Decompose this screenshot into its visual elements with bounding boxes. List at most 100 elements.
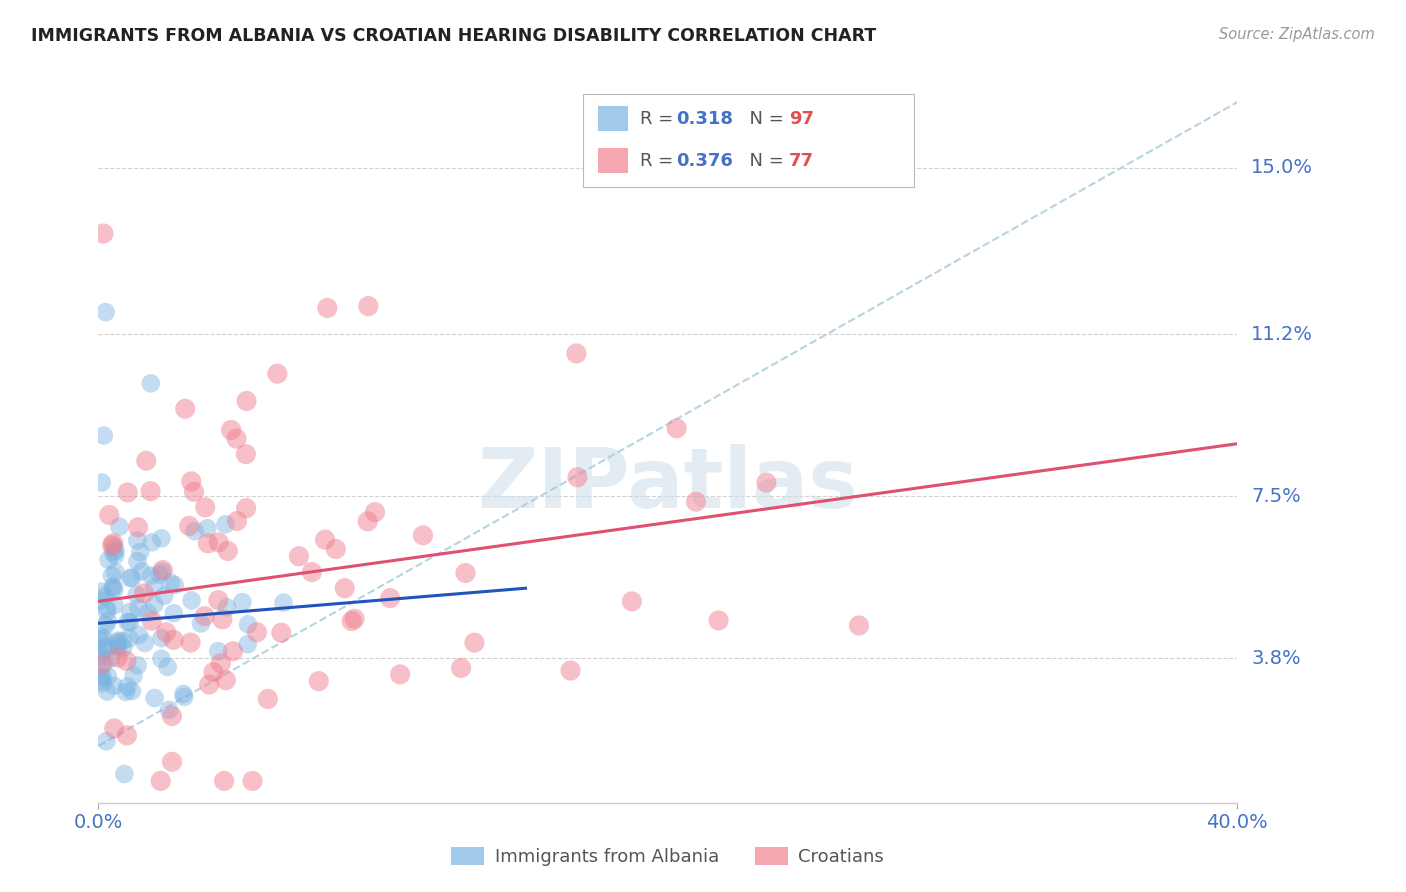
Point [103,540,125,554]
Point [159,575,181,590]
Point [103,722,125,736]
Point [257,692,280,706]
Point [207,593,229,607]
Point [340,614,363,628]
Point [100,651,122,665]
Point [141,614,163,628]
Point [87,640,110,655]
Point [127,554,149,568]
Point [117,485,139,500]
Text: 97: 97 [789,110,814,128]
Text: N =: N = [738,152,790,169]
Point [131,565,153,579]
Text: 0.318: 0.318 [676,110,734,128]
Point [107,650,129,665]
Point [132,586,155,600]
Legend: Immigrants from Albania, Croatians: Immigrants from Albania, Croatians [444,839,891,873]
Point [180,475,202,489]
Point [190,616,212,631]
Point [156,660,179,674]
Point [163,606,186,620]
Point [121,571,143,585]
Point [93,227,115,241]
Point [90,475,112,490]
Text: IMMIGRANTS FROM ALBANIA VS CROATIAN HEARING DISABILITY CORRELATION CHART: IMMIGRANTS FROM ALBANIA VS CROATIAN HEAR… [31,27,876,45]
Point [101,545,124,559]
Point [212,773,235,788]
Point [115,654,138,668]
Point [173,690,195,704]
Point [122,668,145,682]
Point [236,617,259,632]
Point [128,628,150,642]
Point [108,519,131,533]
Point [174,401,197,416]
Point [134,636,156,650]
Point [90,657,112,672]
Point [105,638,128,652]
Text: 15.0%: 15.0% [1251,159,1313,178]
Point [143,581,166,595]
Text: 11.2%: 11.2% [1251,325,1313,343]
Point [149,773,172,788]
Point [94,589,117,603]
Point [90,584,112,599]
Point [707,614,730,628]
Point [148,567,170,582]
Text: 77: 77 [789,152,814,169]
Point [141,535,163,549]
Point [180,635,202,649]
Point [172,687,194,701]
Text: R =: R = [640,152,679,169]
Point [288,549,311,564]
Point [101,568,124,582]
Point [364,505,387,519]
Point [231,595,253,609]
Point [117,680,139,694]
Point [162,632,184,647]
Point [155,625,177,640]
Point [160,755,183,769]
Point [94,618,117,632]
Point [150,631,173,645]
Text: N =: N = [738,110,790,128]
Point [103,679,125,693]
Point [195,521,218,535]
Point [103,536,125,550]
Point [93,657,115,672]
Point [180,593,202,607]
Point [560,664,582,678]
Point [308,674,330,689]
Point [343,612,366,626]
Point [412,528,434,542]
Point [121,684,143,698]
Point [215,673,238,688]
Point [160,709,183,723]
Text: R =: R = [640,110,679,128]
Point [139,568,162,582]
Point [333,581,356,595]
Point [378,591,401,605]
Point [567,470,589,484]
Point [112,640,135,655]
Point [104,565,127,579]
Point [89,648,111,663]
Point [316,301,339,315]
Point [114,685,136,699]
Point [104,548,127,562]
Point [117,615,139,629]
Point [90,669,112,683]
Point [104,543,127,558]
Point [94,640,117,655]
Point [214,517,236,532]
Point [94,305,117,319]
Point [235,393,257,408]
Point [105,635,128,649]
Point [91,670,114,684]
Point [197,536,219,550]
Point [236,637,259,651]
Point [198,677,221,691]
Point [125,588,148,602]
Point [107,640,129,654]
Point [139,376,162,391]
